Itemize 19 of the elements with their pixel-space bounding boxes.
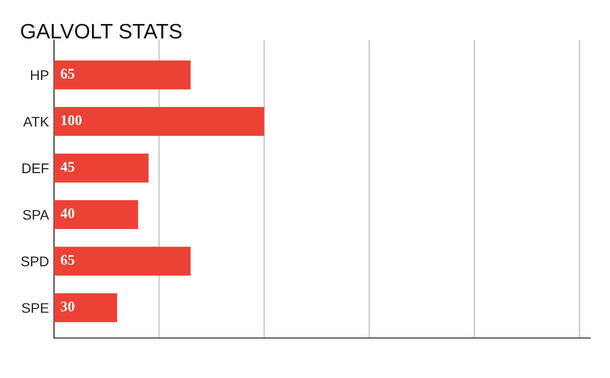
data-label: 100	[61, 115, 82, 126]
bar	[54, 200, 138, 230]
bar	[54, 246, 191, 276]
bar	[54, 154, 149, 182]
y-tick-label: SPA	[23, 210, 50, 220]
y-tick-label: HP	[30, 70, 48, 80]
y-tick-label: SPE	[22, 303, 49, 313]
data-label: 45	[60, 162, 74, 172]
y-tick-label: ATK	[23, 116, 49, 127]
data-label: 30	[60, 302, 74, 312]
bar	[54, 60, 191, 90]
data-label: 40	[60, 208, 74, 218]
chart-title: GALVOLT STATS	[21, 24, 182, 39]
data-label: 65	[60, 255, 74, 265]
y-tick-label: SPD	[21, 256, 48, 266]
bar	[54, 107, 264, 136]
data-label: 65	[60, 68, 74, 79]
y-tick-label: DEF	[22, 164, 49, 174]
bar	[54, 293, 118, 322]
